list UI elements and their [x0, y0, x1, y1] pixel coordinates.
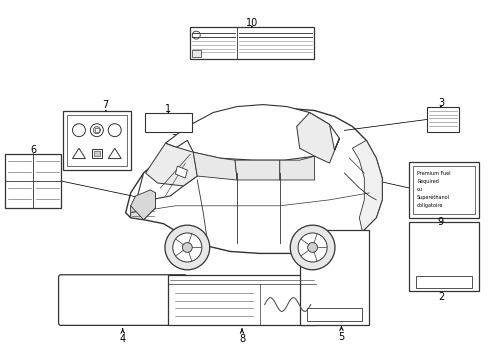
Text: 9: 9 [437, 217, 443, 227]
Polygon shape [296, 113, 339, 163]
Polygon shape [125, 109, 382, 253]
Text: 1: 1 [165, 104, 171, 113]
Bar [63, 111, 130, 170]
Bar [92, 149, 102, 158]
Circle shape [290, 225, 334, 270]
Polygon shape [72, 148, 85, 158]
Bar [306, 308, 362, 321]
Circle shape [108, 124, 121, 137]
Circle shape [72, 124, 85, 137]
Polygon shape [130, 190, 155, 220]
Bar [412, 166, 474, 214]
Polygon shape [137, 140, 197, 200]
Text: Required: Required [416, 179, 438, 184]
Polygon shape [130, 193, 155, 220]
Circle shape [90, 124, 103, 137]
FancyBboxPatch shape [59, 275, 186, 325]
Text: 4: 4 [120, 334, 125, 344]
Circle shape [172, 233, 202, 262]
Polygon shape [165, 105, 339, 160]
Circle shape [182, 243, 192, 252]
Text: 10: 10 [245, 18, 258, 28]
Bar [415, 276, 471, 288]
Polygon shape [352, 140, 382, 231]
Bar [95, 129, 99, 132]
Text: 2: 2 [437, 292, 443, 302]
Polygon shape [279, 156, 314, 180]
Polygon shape [175, 166, 187, 178]
Circle shape [307, 243, 317, 252]
Bar [94, 150, 100, 156]
Text: 6: 6 [30, 145, 36, 155]
Text: 8: 8 [239, 334, 244, 344]
Bar [408, 162, 478, 218]
Polygon shape [193, 152, 237, 180]
Polygon shape [108, 148, 121, 158]
Text: Premium Fuel: Premium Fuel [416, 171, 449, 176]
Bar [190, 27, 313, 59]
Text: 3: 3 [437, 98, 443, 108]
Text: 5: 5 [338, 332, 344, 342]
Bar [168, 275, 315, 325]
Bar [299, 230, 368, 325]
Circle shape [164, 225, 209, 270]
Text: obligatoire: obligatoire [416, 203, 443, 208]
Bar [408, 222, 478, 291]
Bar [426, 107, 458, 132]
Text: 7: 7 [102, 100, 109, 109]
Circle shape [93, 127, 100, 134]
Text: Superéthanol: Superéthanol [416, 195, 449, 201]
Circle shape [298, 233, 326, 262]
Polygon shape [145, 143, 197, 186]
Polygon shape [235, 160, 279, 180]
Bar [67, 114, 126, 166]
Bar [144, 113, 192, 132]
Bar [192, 50, 201, 57]
Text: ou: ou [416, 187, 422, 192]
Bar [5, 154, 61, 208]
